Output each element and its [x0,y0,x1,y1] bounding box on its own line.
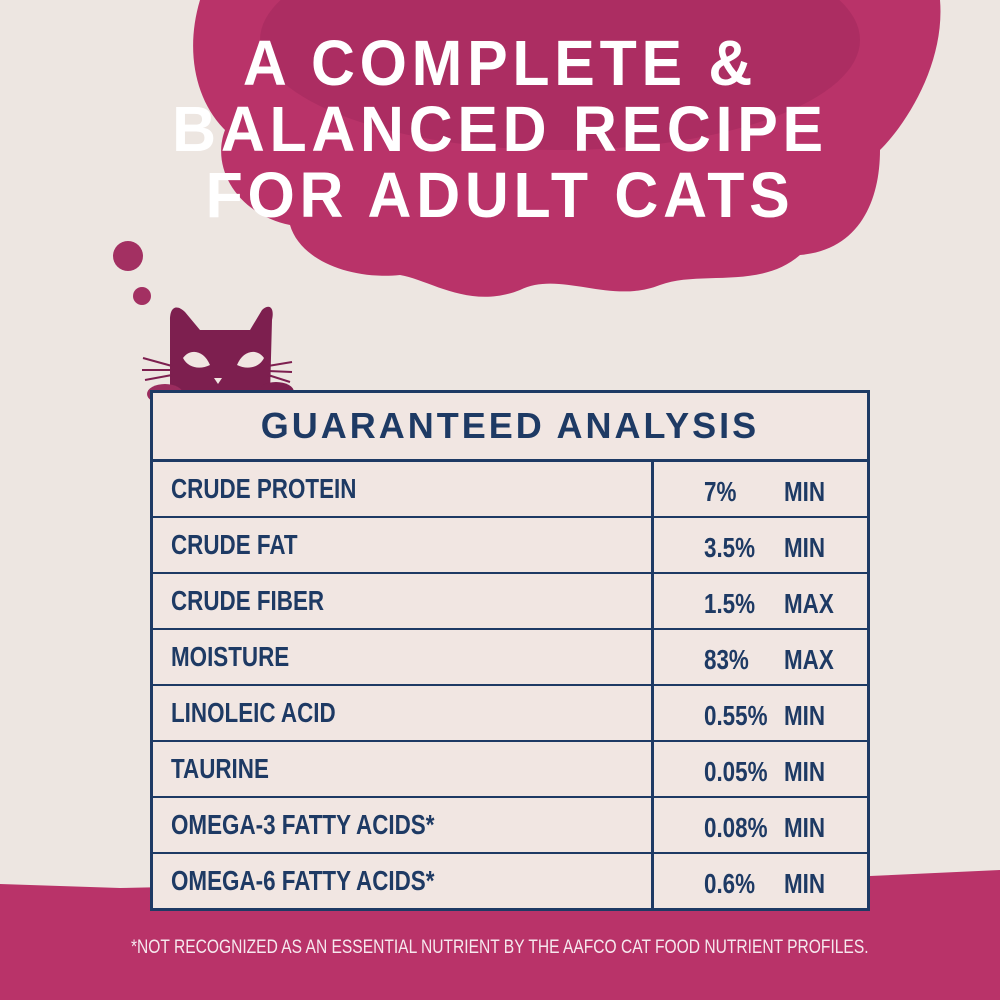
nutrient-unit: MIN [784,532,826,563]
thought-cloud-inner [260,0,860,150]
nutrient-value-cell: 7% MIN [652,459,869,517]
nutrient-name: TAURINE [151,740,654,797]
nutrient-value: 3.5% [704,532,756,563]
nutrient-value-cell: 3.5% MIN [652,516,869,573]
nutrient-name: CRUDE FAT [151,516,654,573]
nutrient-name: LINOLEIC ACID [151,684,654,741]
nutrient-value-cell: 0.6% MIN [652,852,869,910]
nutrient-name-text: CRUDE PROTEIN [171,473,357,504]
headline-line: BALANCED RECIPE [172,93,828,165]
footnote: *NOT RECOGNIZED AS AN ESSENTIAL NUTRIENT… [0,937,1000,959]
nutrient-name: CRUDE PROTEIN [151,459,654,517]
nutrient-value-cell: 0.55% MIN [652,684,869,741]
nutrient-value: 1.5% [704,588,756,619]
nutrient-name-text: OMEGA-6 FATTY ACIDS* [171,865,435,896]
nutrient-value: 0.05% [704,756,768,787]
nutrient-name-text: CRUDE FAT [171,529,298,560]
nutrient-value-cell: 0.05% MIN [652,740,869,797]
nutrient-name-text: OMEGA-3 FATTY ACIDS* [171,809,435,840]
nutrient-name: OMEGA-6 FATTY ACIDS* [151,852,654,910]
table-row: CRUDE FAT 3.5% MIN [151,516,869,573]
nutrient-value-cell: 83% MAX [652,628,869,685]
headline-line: A COMPLETE & [242,27,758,99]
nutrient-name-text: CRUDE FIBER [171,585,325,616]
thought-bubble-large [113,241,143,271]
thought-bubble-small [133,287,151,305]
nutrient-unit: MIN [784,756,826,787]
nutrient-name: MOISTURE [151,628,654,685]
nutrient-value: 0.6% [704,868,756,899]
table-row: MOISTURE 83% MAX [151,628,869,685]
nutrient-value: 0.08% [704,812,768,843]
nutrient-unit: MIN [784,812,826,843]
nutrient-name-text: TAURINE [171,753,269,784]
nutrient-unit: MAX [784,644,834,675]
table-row: LINOLEIC ACID 0.55% MIN [151,684,869,741]
guaranteed-analysis-table: GUARANTEED ANALYSIS CRUDE PROTEIN 7% MIN CR… [150,390,870,911]
headline: A COMPLETE & BALANCED RECIPE FOR ADULT C… [0,30,1000,228]
nutrient-name-text: LINOLEIC ACID [171,697,336,728]
headline-line: FOR ADULT CATS [205,159,795,231]
nutrient-name-text: MOISTURE [171,641,290,672]
table-heading: GUARANTEED ANALYSIS [151,391,869,462]
nutrient-name: CRUDE FIBER [151,572,654,629]
footnote-text: *NOT RECOGNIZED AS AN ESSENTIAL NUTRIENT… [131,937,869,958]
nutrient-unit: MIN [784,700,826,731]
nutrient-value-cell: 1.5% MAX [652,572,869,629]
table-row: CRUDE FIBER 1.5% MAX [151,572,869,629]
nutrient-value: 7% [704,476,737,507]
nutrient-unit: MIN [784,868,826,899]
table-row: OMEGA-6 FATTY ACIDS* 0.6% MIN [151,852,869,910]
nutrient-unit: MAX [784,588,834,619]
table-row: CRUDE PROTEIN 7% MIN [151,459,869,517]
nutrient-value: 0.55% [704,700,768,731]
nutrient-name: OMEGA-3 FATTY ACIDS* [151,796,654,853]
nutrient-unit: MIN [784,476,826,507]
nutrient-value-cell: 0.08% MIN [652,796,869,853]
table-row: OMEGA-3 FATTY ACIDS* 0.08% MIN [151,796,869,853]
table-row: TAURINE 0.05% MIN [151,740,869,797]
nutrient-value: 83% [704,644,749,675]
